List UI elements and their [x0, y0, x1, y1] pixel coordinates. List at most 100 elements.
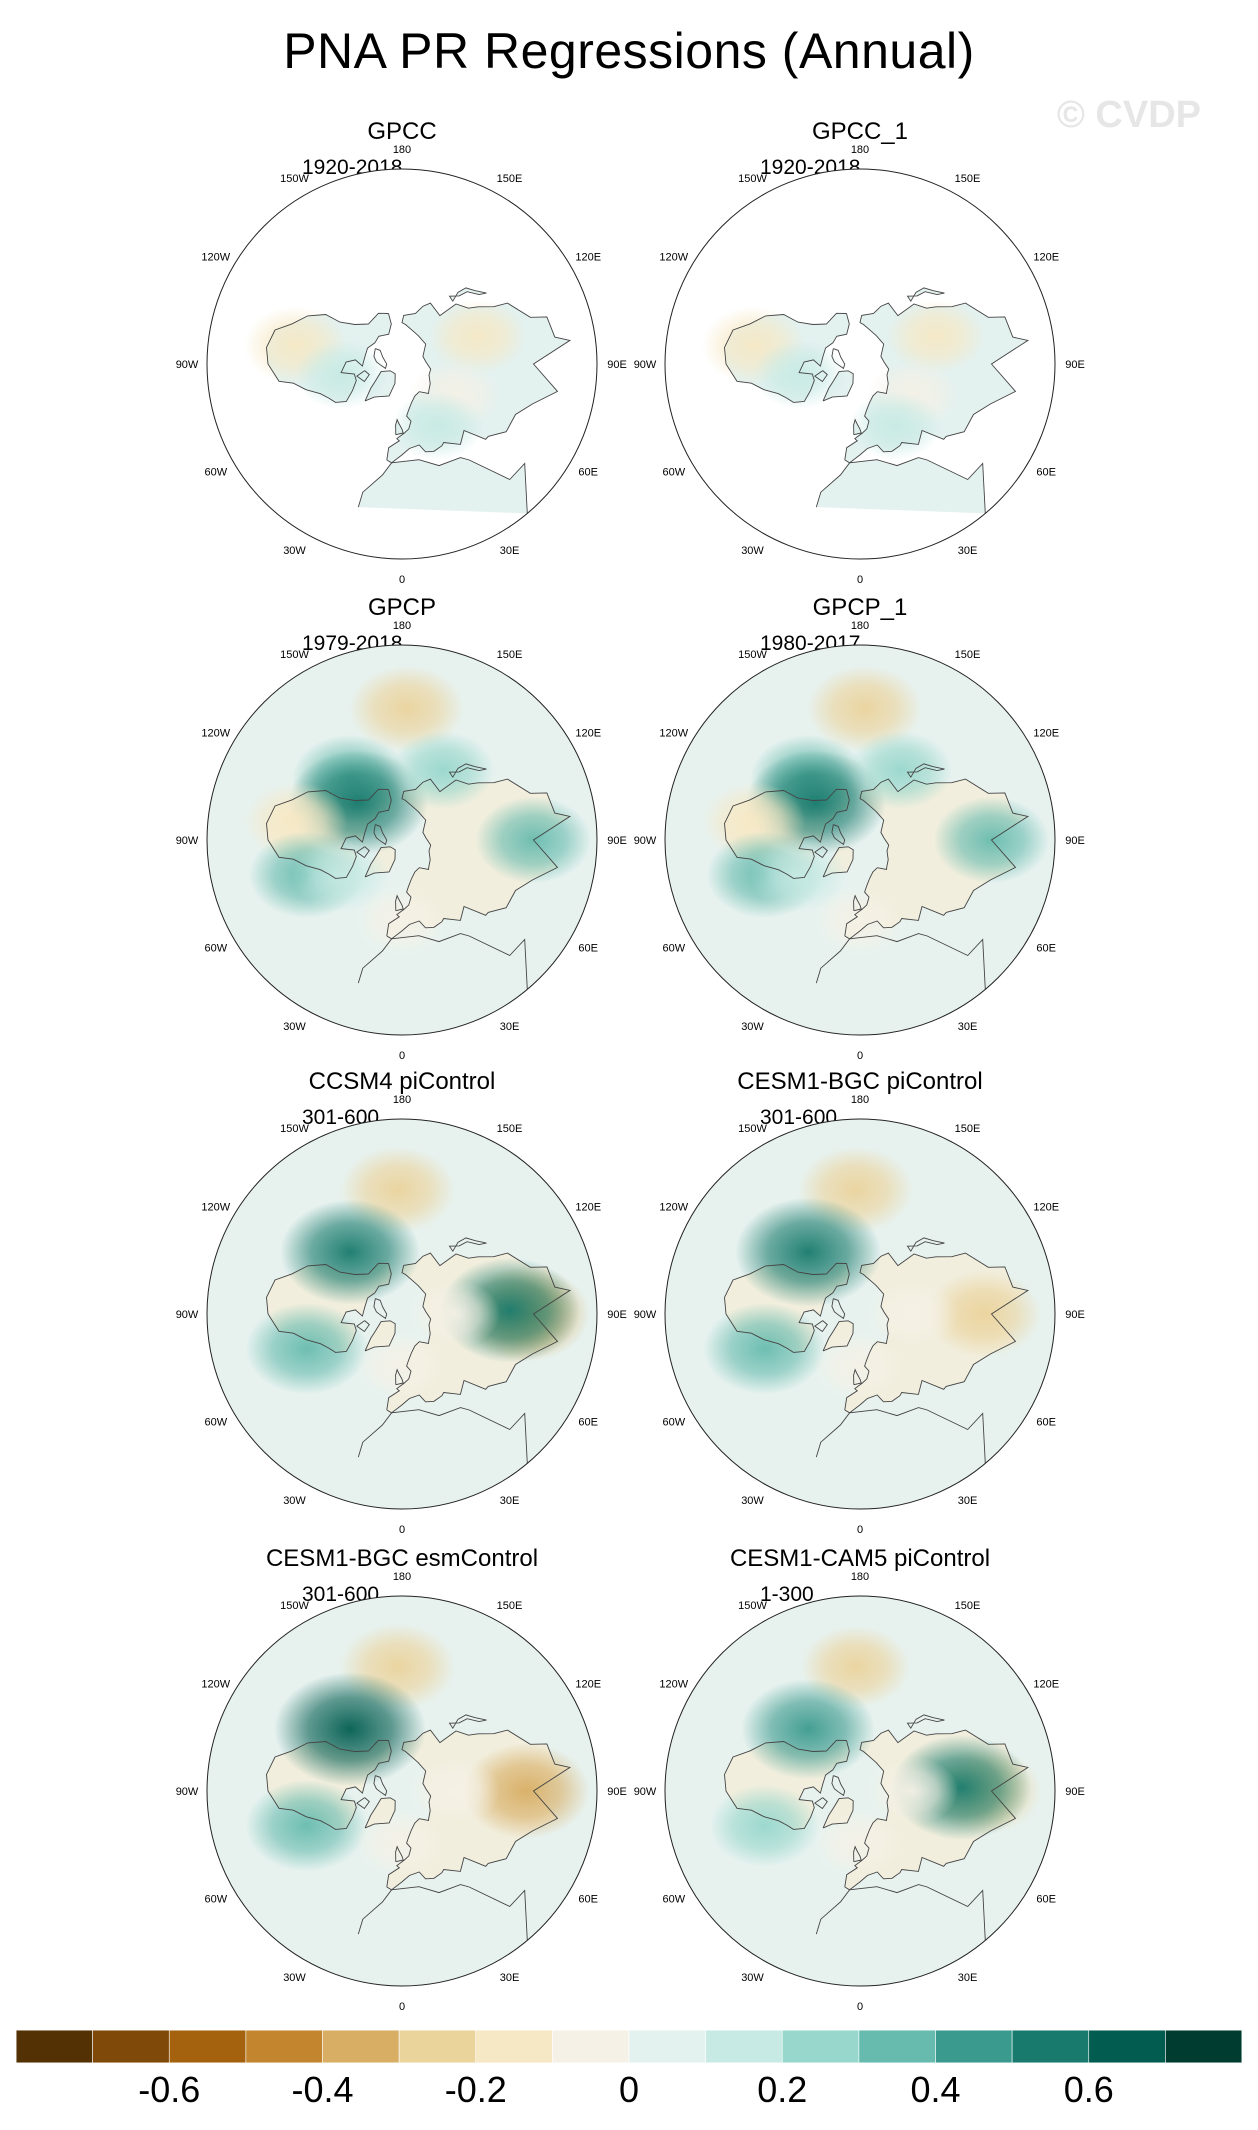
- longitude-label: 90E: [1065, 359, 1085, 371]
- longitude-label: 150E: [497, 1600, 523, 1612]
- anomaly-blob: [886, 299, 985, 374]
- colorbar-swatch: [1165, 2029, 1243, 2064]
- colorbar-swatch: [705, 2029, 783, 2064]
- map-panel: GPCC_1 1920-2018 180 150E 120E 90E 60E 30E 0 30…: [560, 118, 1160, 588]
- longitude-label: 30W: [741, 545, 764, 557]
- longitude-label: 120W: [659, 1202, 688, 1214]
- longitude-label: 150W: [738, 649, 767, 661]
- anomaly-blob: [391, 391, 484, 460]
- colorbar-swatch: [15, 2029, 93, 2064]
- coastline: [395, 894, 404, 912]
- panel-title: CESM1-BGC piControl: [737, 1068, 983, 1095]
- longitude-label: 90E: [607, 359, 627, 371]
- longitude-label: 30W: [741, 1495, 764, 1507]
- anomaly-blob: [709, 1784, 820, 1867]
- longitude-label: 30W: [283, 545, 306, 557]
- longitude-label: 0: [399, 1524, 405, 1536]
- longitude-label: 30E: [500, 1495, 520, 1507]
- anomaly-blob: [814, 1808, 906, 1878]
- map-panel: CESM1-BGC esmControl 301-600 180 150E 120E…: [102, 1545, 702, 2015]
- longitude-label: 0: [399, 574, 405, 586]
- longitude-label: 120W: [659, 252, 688, 264]
- longitude-label: 120E: [1033, 1679, 1059, 1691]
- longitude-label: 120W: [659, 728, 688, 740]
- longitude-label: 90E: [1065, 835, 1085, 847]
- panel-title: GPCC_1: [811, 118, 909, 145]
- coastline: [266, 312, 392, 403]
- colorbar-swatch: [552, 2029, 630, 2064]
- coastline: [448, 287, 487, 303]
- map-border: [664, 1118, 1056, 1510]
- colorbar-tick-label: 0.2: [757, 2069, 807, 2110]
- longitude-label: 120E: [575, 1202, 601, 1214]
- coastline: [906, 1714, 945, 1730]
- polar-map: 180 150E 120E 90E 60E 30E 0 30W 60W 90W 120W 150W: [176, 1571, 627, 2013]
- coastline: [844, 1729, 1030, 1891]
- coastline: [822, 846, 854, 878]
- anomaly-blob: [245, 1779, 368, 1872]
- anomaly-blob: [866, 1756, 959, 1826]
- coastline: [853, 418, 862, 436]
- longitude-label: 90W: [634, 1786, 657, 1798]
- coastline: [395, 418, 404, 436]
- coastline: [724, 788, 850, 879]
- colorbar-swatch: [245, 2029, 323, 2064]
- coastline: [395, 1368, 404, 1386]
- longitude-label: 90E: [1065, 1786, 1085, 1798]
- anomaly-blob: [428, 299, 527, 374]
- map-panel: CCSM4 piControl 301-600 180 150E 120E 90E 60…: [102, 1068, 702, 1538]
- longitude-label: 180: [851, 1571, 869, 1583]
- panel-title: CCSM4 piControl: [308, 1068, 496, 1095]
- longitude-label: 150W: [738, 1123, 767, 1135]
- anomaly-blob: [814, 886, 906, 956]
- longitude-label: 120E: [575, 1679, 601, 1691]
- longitude-label: 90E: [607, 835, 627, 847]
- coastline: [831, 348, 846, 370]
- colorbar-swatch: [1011, 2029, 1090, 2064]
- longitude-label: 30W: [741, 1972, 764, 1984]
- coastline: [814, 1797, 828, 1810]
- land-fill: [358, 457, 528, 514]
- coastline: [364, 846, 396, 878]
- anomaly-blob: [926, 1270, 1043, 1358]
- longitude-label: 120E: [575, 728, 601, 740]
- polar-map: 180 150E 120E 90E 60E 30E 0 30W 60W 90W 120W 150W: [176, 1094, 627, 1536]
- anomaly-blob: [848, 731, 953, 809]
- longitude-label: 90E: [607, 1786, 627, 1798]
- longitude-label: 60W: [204, 1894, 227, 1906]
- longitude-label: 150W: [280, 1600, 309, 1612]
- longitude-label: 90W: [176, 1309, 199, 1321]
- coastline: [356, 846, 370, 859]
- coastline: [373, 1775, 388, 1797]
- anomaly-blob: [356, 1808, 448, 1878]
- colorbar-swatch: [1088, 2029, 1166, 2064]
- map-border: [206, 1595, 598, 1987]
- longitude-label: 60E: [1036, 1894, 1056, 1906]
- colorbar-tick-label: -0.2: [445, 2069, 507, 2110]
- coastline: [357, 1407, 528, 1464]
- coastline: [844, 1252, 1030, 1414]
- longitude-label: 30E: [500, 545, 520, 557]
- longitude-label: 0: [857, 1524, 863, 1536]
- longitude-label: 120E: [1033, 1202, 1059, 1214]
- longitude-label: 180: [851, 620, 869, 632]
- coastline: [386, 1252, 572, 1414]
- map-border: [206, 1118, 598, 1510]
- longitude-label: 120W: [659, 1679, 688, 1691]
- land-fill: [816, 457, 986, 514]
- longitude-label: 180: [851, 144, 869, 156]
- longitude-label: 30W: [283, 1495, 306, 1507]
- longitude-label: 90E: [1065, 1309, 1085, 1321]
- coastline: [724, 312, 850, 403]
- longitude-label: 60E: [1036, 943, 1056, 955]
- coastline: [386, 302, 572, 464]
- coastline: [831, 1775, 846, 1797]
- anomaly-blob: [295, 340, 388, 410]
- longitude-label: 30E: [958, 1021, 978, 1033]
- longitude-label: 30W: [283, 1021, 306, 1033]
- anomaly-blob: [753, 340, 846, 410]
- longitude-label: 60W: [662, 1417, 685, 1429]
- polar-map: 180 150E 120E 90E 60E 30E 0 30W 60W 90W 120W 150W: [634, 1094, 1085, 1536]
- panel-period: 1-300: [760, 1583, 814, 1606]
- coastline: [724, 1262, 850, 1353]
